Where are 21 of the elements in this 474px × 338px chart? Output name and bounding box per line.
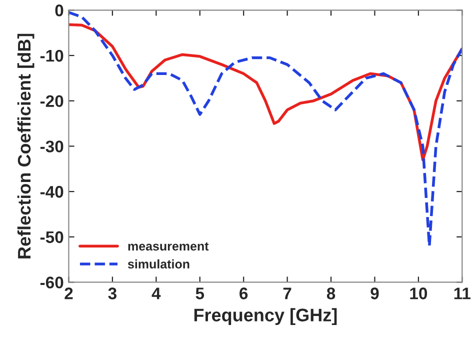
y-tick-label: -40 [40,186,64,198]
y-tick-label: -50 [40,231,64,244]
x-tick-label: 7 [283,288,292,300]
legend-label: measurement [128,242,209,251]
x-tick-label: 5 [196,288,204,300]
y-axis-title: Reflection Coefficient [dB] [17,34,34,258]
y-tick-label: -10 [40,50,64,62]
y-tick-label: -60 [40,276,64,288]
legend-label: simulation [128,259,190,269]
x-axis-title: Frequency [GHz] [194,308,337,326]
y-tick-label: 0 [55,4,64,16]
x-tick-label: 8 [326,288,336,300]
x-tick-label: 2 [64,288,73,300]
y-tick-label: -20 [40,95,64,108]
x-tick-label: 4 [152,288,161,300]
x-tick-label: 10 [410,288,428,300]
x-tick-label: 9 [370,288,379,300]
x-tick-label: 6 [240,288,248,300]
y-tick-label: -30 [40,140,64,152]
x-tick-label: 11 [454,288,470,300]
x-tick-label: 3 [108,288,116,300]
